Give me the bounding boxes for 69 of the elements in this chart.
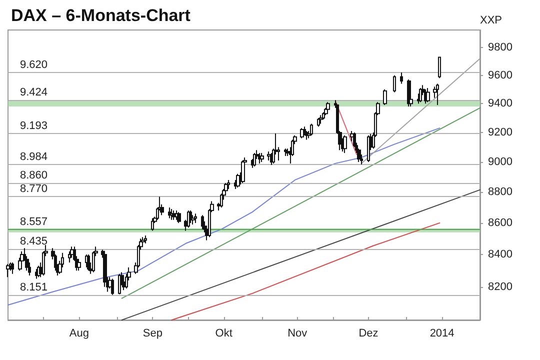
candlestick (317, 117, 320, 128)
candlestick (172, 210, 176, 220)
candlestick (326, 102, 330, 113)
ref-line-label: 9.620 (20, 59, 48, 72)
candlestick (70, 246, 74, 258)
candlestick (284, 148, 287, 156)
chart-title: DAX – 6-Monats-Chart (11, 6, 191, 25)
x-tick-label: Okt (215, 328, 232, 340)
ref-line-label: 8.770 (20, 183, 48, 196)
candlestick (170, 208, 173, 220)
candlestick (35, 268, 38, 280)
candlestick (92, 250, 95, 273)
line-series (171, 222, 440, 320)
x-tick-label: Aug (69, 328, 89, 340)
ref-line-label: 9.424 (20, 86, 48, 99)
candlestick (310, 123, 313, 136)
candlestick (319, 114, 323, 124)
y-tick-label: 8200 (488, 280, 512, 293)
candlestick (383, 88, 387, 106)
candlestick (438, 56, 441, 79)
candlestick (111, 278, 114, 296)
candlestick (68, 250, 71, 264)
candlestick (87, 254, 90, 272)
line-series (8, 128, 440, 306)
candlestick (151, 218, 154, 232)
y-tick-label: 9800 (488, 42, 512, 54)
candlestick (267, 151, 271, 161)
x-tick-label: 2014 (430, 328, 454, 340)
y-axis-title: XXP (480, 14, 502, 26)
candlestick (194, 213, 197, 224)
candlestick (300, 128, 304, 139)
candlestick (191, 214, 195, 226)
ref-line-label: 8.151 (20, 281, 48, 294)
ref-line-label: 8.435 (20, 235, 48, 248)
ref-line-label: 8.557 (20, 216, 48, 228)
x-tick-label: Sep (142, 328, 162, 340)
candlestick (393, 74, 396, 93)
candlestick (303, 126, 306, 136)
x-tick-label: Dez (358, 328, 378, 340)
candlestick (6, 264, 10, 278)
candlestick (201, 214, 204, 230)
candlestick (189, 210, 192, 224)
y-tick-label: 9600 (488, 69, 512, 82)
candlestick (168, 206, 171, 219)
ref-line-label: 9.193 (20, 120, 48, 132)
candlestick (322, 112, 325, 120)
ref-line-label: 8.984 (20, 150, 48, 163)
candlestick (144, 234, 147, 244)
candlestick (220, 193, 223, 208)
y-tick-label: 9200 (488, 126, 512, 138)
candlestick (258, 152, 261, 164)
candlestick (426, 87, 430, 103)
candlestick (175, 210, 178, 220)
y-tick-label: 9400 (488, 98, 512, 110)
y-tick-label: 9000 (488, 156, 512, 168)
candlestick (241, 160, 245, 184)
candlestick (419, 87, 422, 103)
y-tick-label: 8600 (488, 216, 512, 229)
candlestick (260, 152, 264, 162)
candlestick (436, 83, 439, 106)
candlestick (77, 260, 81, 272)
candlestick (177, 212, 181, 224)
candlestick (400, 72, 403, 84)
y-tick-label: 8400 (488, 248, 512, 261)
ref-line-label: 8.860 (20, 169, 48, 182)
candlestick (253, 152, 256, 167)
x-tick-label: Nov (288, 328, 308, 340)
candlestick (141, 236, 145, 246)
y-tick-label: 8800 (488, 186, 512, 198)
